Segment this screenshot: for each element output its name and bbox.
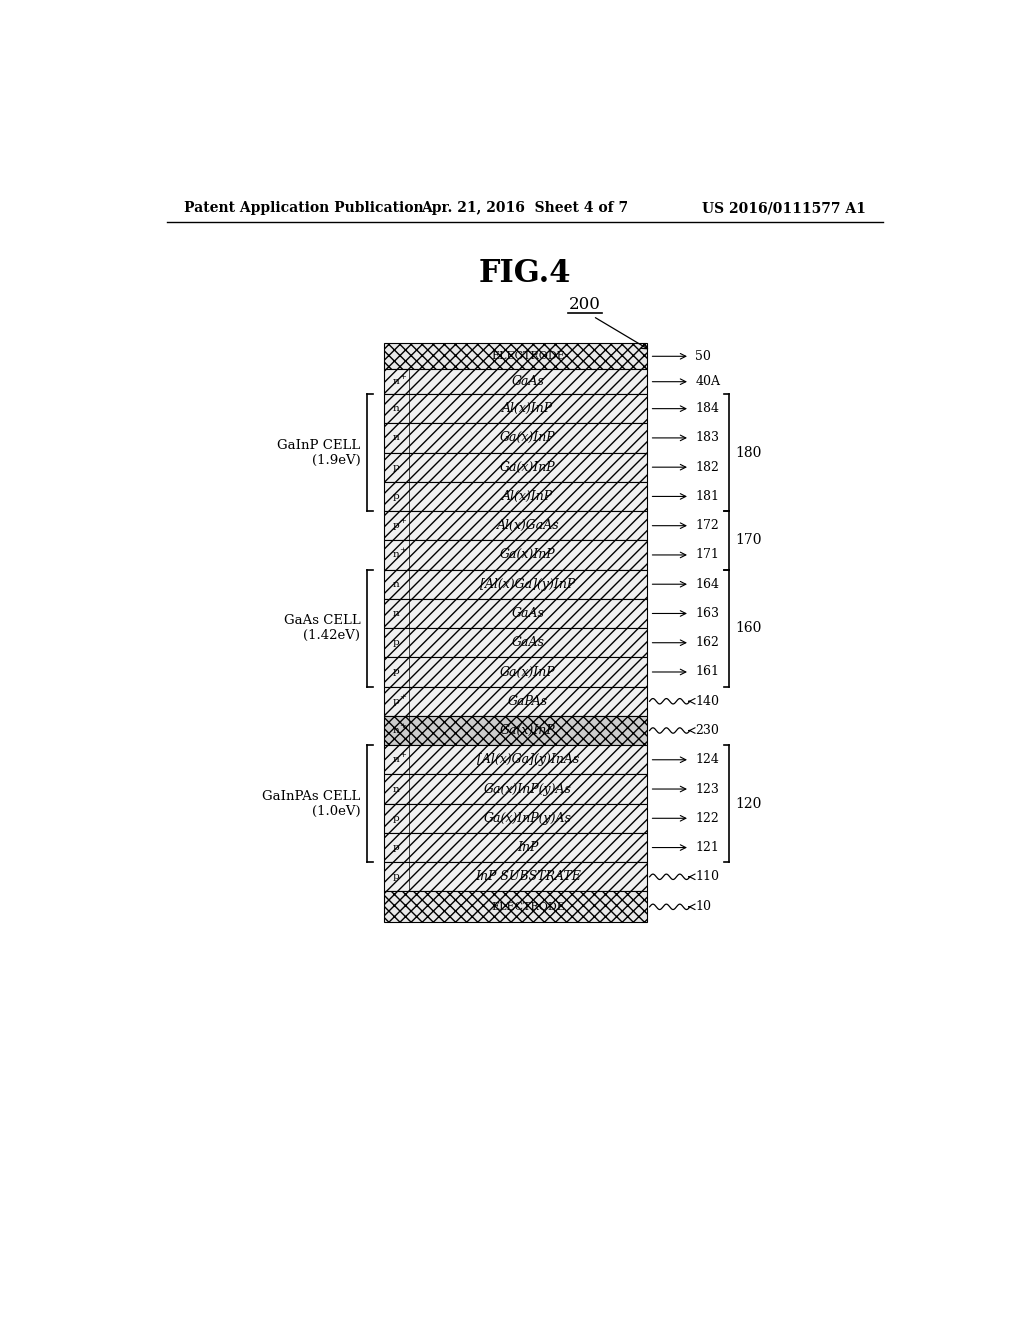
Text: GaInPAs CELL
(1.0eV): GaInPAs CELL (1.0eV) bbox=[262, 789, 360, 817]
Text: Patent Application Publication: Patent Application Publication bbox=[183, 202, 424, 215]
Text: [Al(x)Ga](y)InP: [Al(x)Ga](y)InP bbox=[480, 578, 575, 591]
Text: 171: 171 bbox=[695, 548, 719, 561]
Bar bbox=[384, 657, 647, 686]
Bar bbox=[384, 453, 647, 482]
Text: Al(x)InP: Al(x)InP bbox=[503, 403, 553, 416]
Text: p: p bbox=[393, 639, 399, 647]
Bar bbox=[384, 804, 647, 833]
Text: 121: 121 bbox=[695, 841, 719, 854]
Bar bbox=[384, 395, 647, 424]
Text: p: p bbox=[393, 697, 399, 706]
Text: Ga(x)InP: Ga(x)InP bbox=[500, 548, 556, 561]
Text: p: p bbox=[393, 843, 399, 851]
Text: n: n bbox=[393, 609, 399, 618]
Text: n: n bbox=[393, 579, 399, 589]
Text: 230: 230 bbox=[695, 723, 719, 737]
Text: InP: InP bbox=[517, 841, 539, 854]
Text: 160: 160 bbox=[735, 622, 761, 635]
Text: n: n bbox=[393, 378, 399, 387]
Text: n: n bbox=[393, 404, 399, 413]
Text: +: + bbox=[399, 722, 406, 730]
Bar bbox=[384, 891, 647, 923]
Text: Ga(x)InP: Ga(x)InP bbox=[500, 723, 556, 737]
Text: 50: 50 bbox=[695, 350, 712, 363]
Text: 10: 10 bbox=[695, 900, 712, 913]
Text: n: n bbox=[393, 755, 399, 764]
Text: p: p bbox=[393, 463, 399, 471]
Text: 120: 120 bbox=[735, 797, 761, 810]
Text: 164: 164 bbox=[695, 578, 719, 591]
Text: Ga(x)InP: Ga(x)InP bbox=[500, 461, 556, 474]
Text: 161: 161 bbox=[695, 665, 719, 678]
Text: InP SUBSTRATE: InP SUBSTRATE bbox=[475, 870, 581, 883]
Text: Ga(x)InP: Ga(x)InP bbox=[500, 665, 556, 678]
Text: Ga(x)InP: Ga(x)InP bbox=[500, 432, 556, 445]
Text: 180: 180 bbox=[735, 446, 761, 459]
Text: 172: 172 bbox=[695, 519, 719, 532]
Text: 170: 170 bbox=[735, 533, 761, 548]
Text: GaAs: GaAs bbox=[511, 636, 545, 649]
Text: n: n bbox=[393, 550, 399, 560]
Text: GaAs: GaAs bbox=[511, 375, 545, 388]
Bar bbox=[384, 862, 647, 891]
Text: +: + bbox=[399, 751, 406, 759]
Text: GaAs: GaAs bbox=[511, 607, 545, 620]
Text: p: p bbox=[393, 668, 399, 676]
Text: Ga(x)InP(y)As: Ga(x)InP(y)As bbox=[484, 783, 571, 796]
Text: 181: 181 bbox=[695, 490, 719, 503]
Text: p: p bbox=[393, 492, 399, 500]
Bar bbox=[384, 775, 647, 804]
Bar bbox=[384, 540, 647, 570]
Bar bbox=[384, 511, 647, 540]
Text: 200: 200 bbox=[569, 296, 601, 313]
Text: p: p bbox=[393, 873, 399, 882]
Text: FIG.4: FIG.4 bbox=[478, 259, 571, 289]
Bar bbox=[384, 570, 647, 599]
Text: p: p bbox=[393, 521, 399, 531]
Text: Ga(x)InP(y)As: Ga(x)InP(y)As bbox=[484, 812, 571, 825]
Text: +: + bbox=[399, 693, 406, 701]
Text: ELECTRODE: ELECTRODE bbox=[490, 902, 565, 912]
Bar bbox=[384, 482, 647, 511]
Text: GaAs CELL
(1.42eV): GaAs CELL (1.42eV) bbox=[284, 614, 360, 642]
Text: +: + bbox=[399, 374, 406, 381]
Text: GaPAs: GaPAs bbox=[508, 694, 548, 708]
Text: +: + bbox=[399, 517, 406, 525]
Text: 124: 124 bbox=[695, 754, 719, 767]
Bar bbox=[384, 343, 647, 370]
Text: 162: 162 bbox=[695, 636, 719, 649]
Text: 182: 182 bbox=[695, 461, 719, 474]
Bar bbox=[384, 686, 647, 715]
Text: n: n bbox=[393, 784, 399, 793]
Text: 184: 184 bbox=[695, 403, 719, 416]
Bar bbox=[384, 715, 647, 744]
Bar bbox=[384, 599, 647, 628]
Bar bbox=[384, 628, 647, 657]
Text: Apr. 21, 2016  Sheet 4 of 7: Apr. 21, 2016 Sheet 4 of 7 bbox=[421, 202, 629, 215]
Text: 110: 110 bbox=[695, 870, 719, 883]
Bar bbox=[384, 424, 647, 453]
Text: ELECTRODE: ELECTRODE bbox=[490, 351, 565, 362]
Text: Al(x)GaAs: Al(x)GaAs bbox=[497, 519, 559, 532]
Text: 40A: 40A bbox=[695, 375, 720, 388]
Text: 122: 122 bbox=[695, 812, 719, 825]
Text: 183: 183 bbox=[695, 432, 719, 445]
Text: 163: 163 bbox=[695, 607, 719, 620]
Bar bbox=[384, 833, 647, 862]
Text: p: p bbox=[393, 814, 399, 822]
Bar bbox=[384, 744, 647, 775]
Text: GaInP CELL
(1.9eV): GaInP CELL (1.9eV) bbox=[278, 438, 360, 466]
Text: n: n bbox=[393, 726, 399, 735]
Text: 123: 123 bbox=[695, 783, 719, 796]
Text: +: + bbox=[399, 546, 406, 554]
Text: n: n bbox=[393, 433, 399, 442]
Text: Al(x)InP: Al(x)InP bbox=[503, 490, 553, 503]
Bar bbox=[384, 370, 647, 395]
Text: [Al(x)Ga](y)InAs: [Al(x)Ga](y)InAs bbox=[477, 754, 579, 767]
Text: US 2016/0111577 A1: US 2016/0111577 A1 bbox=[701, 202, 866, 215]
Text: 140: 140 bbox=[695, 694, 719, 708]
